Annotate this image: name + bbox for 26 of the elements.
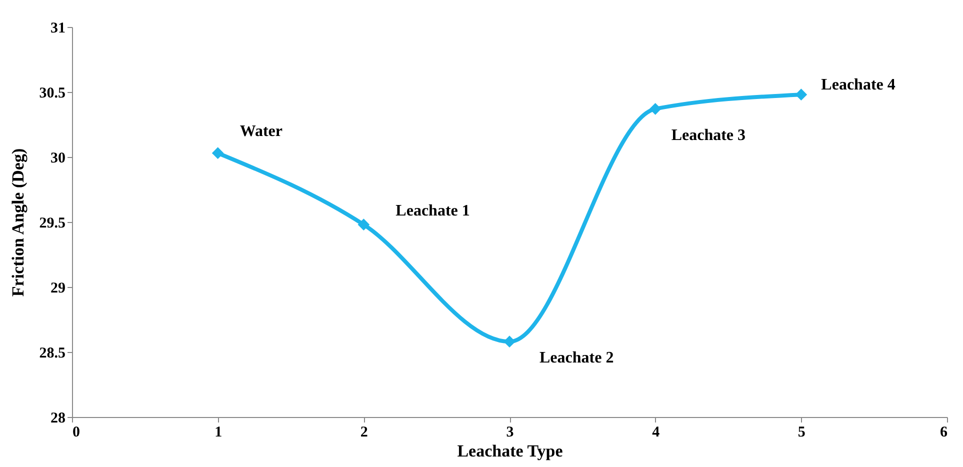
point [649,102,662,115]
y-tick-label: 29.5 [39,216,66,232]
point [795,88,808,101]
x-tick-label: 3 [506,424,514,440]
x-tick-label: 1 [214,424,222,440]
point [504,336,516,348]
y-tick-label: 28 [50,410,66,426]
annotation: Water [240,123,282,140]
y-tick-label: 30 [50,150,66,166]
x-tick-label: 2 [360,424,368,440]
annotation: Leachate 1 [396,202,470,220]
y-tick-label: 29 [50,280,66,296]
y-tick-label: 30.5 [39,86,66,102]
point [358,218,370,231]
y-axis-title: Friction Angle (Deg) [8,148,28,297]
x-tick-label: 5 [798,424,806,440]
x-tick-label: 4 [652,424,660,440]
x-tick-label: 6 [940,424,948,440]
x-axis-title: Leachate Type [457,442,564,460]
annotation: Leachate 4 [821,76,896,94]
annotation: Leachate 2 [540,350,614,367]
x-tick-label: 0 [72,424,80,440]
y-tick-label: 28.5 [39,346,66,362]
y-tick-label: 31 [50,20,66,36]
point [212,147,224,160]
annotation: Leachate 3 [671,126,746,144]
